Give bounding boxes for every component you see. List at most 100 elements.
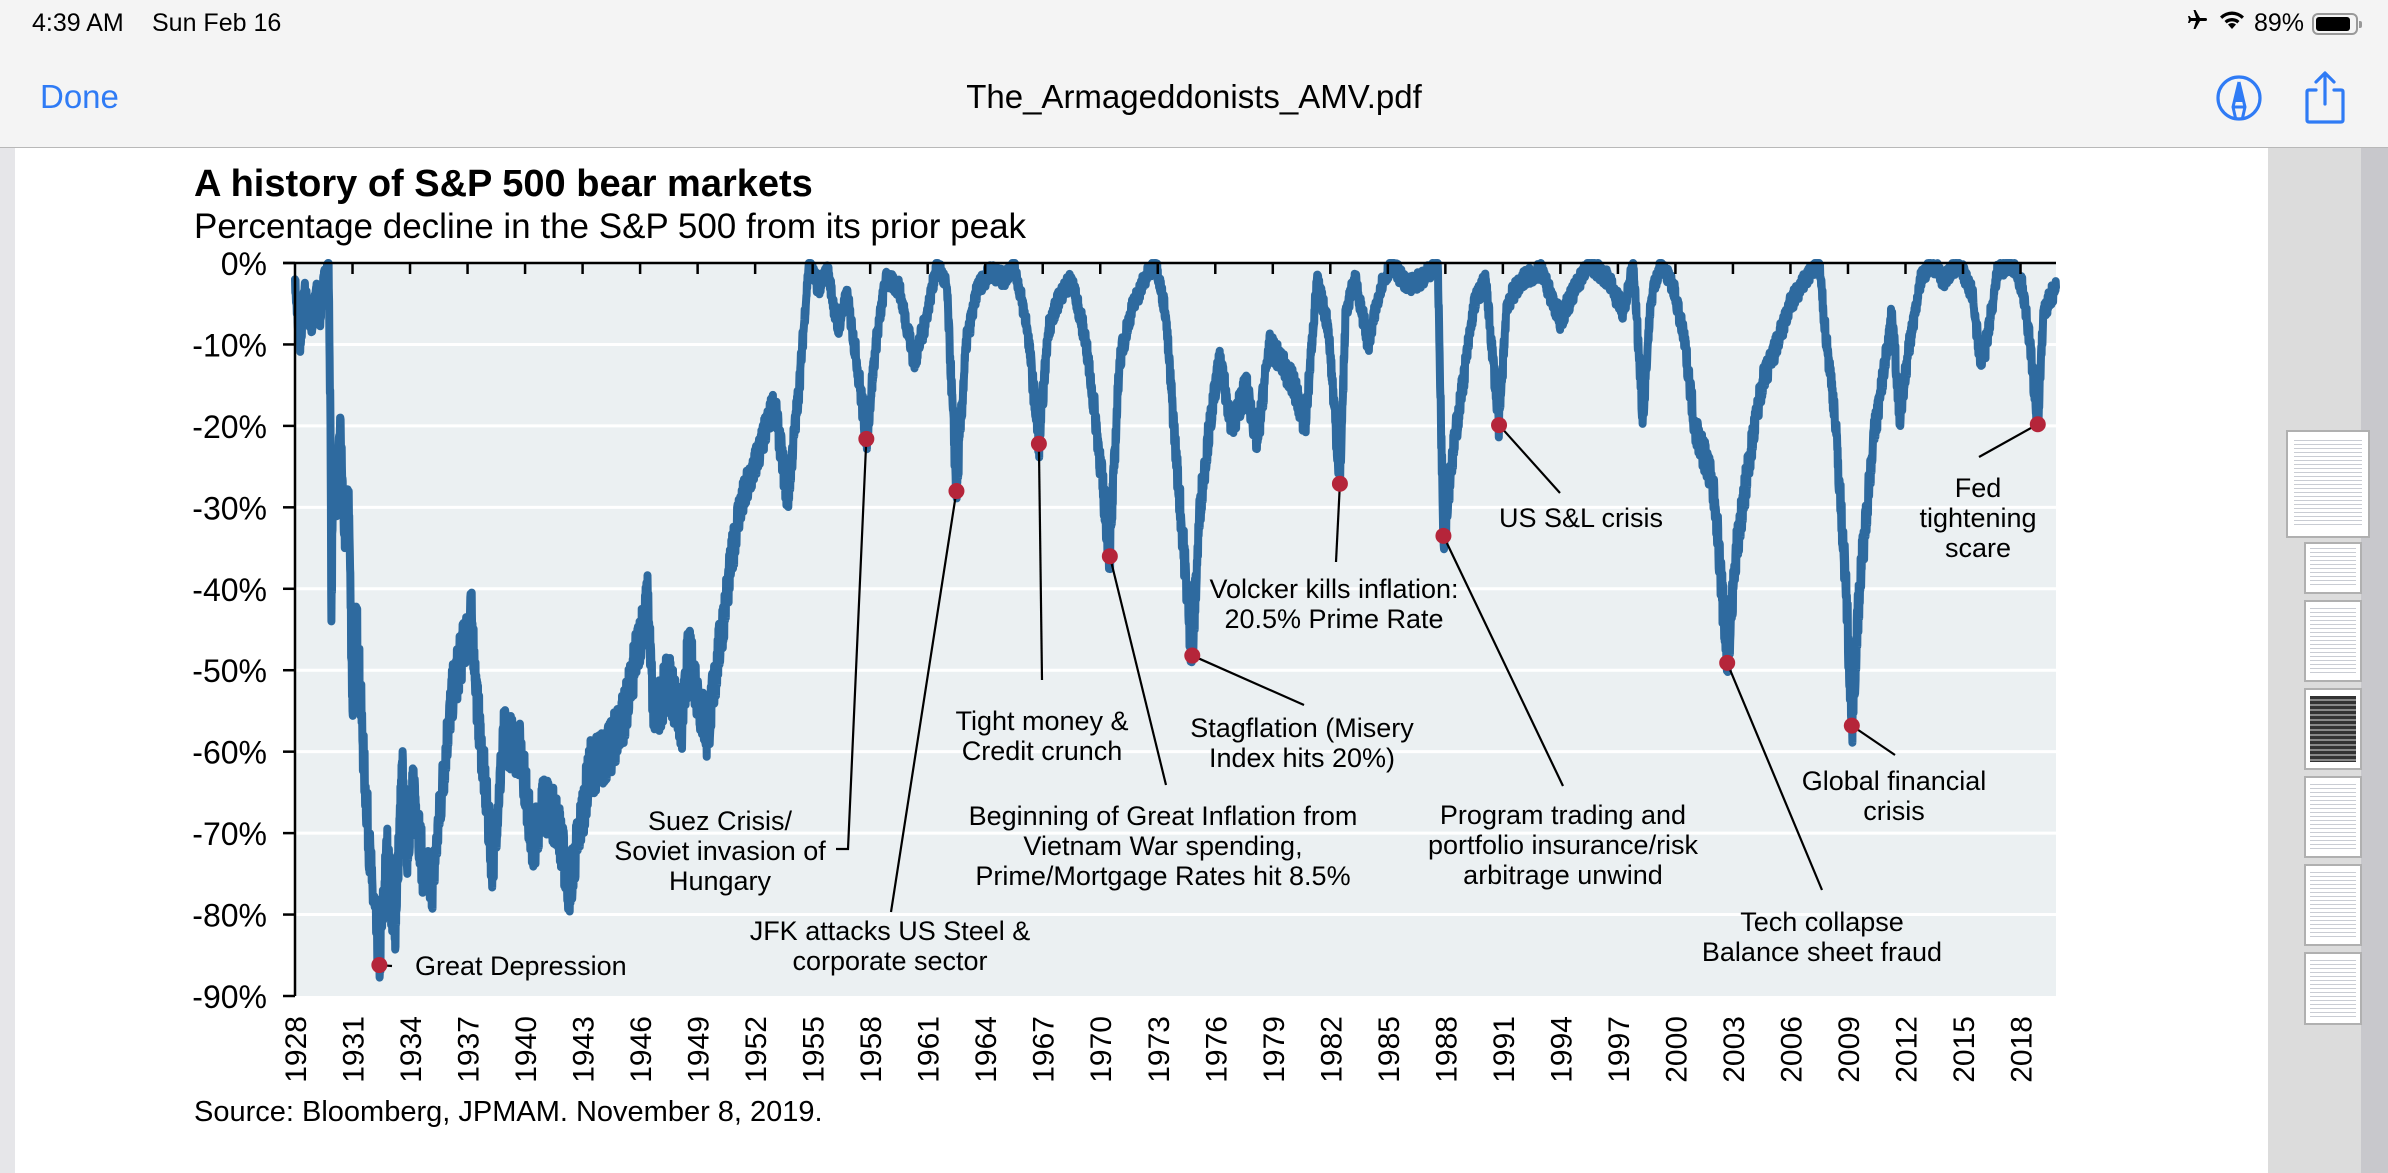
x-tick-label: 1982: [1315, 1016, 1348, 1083]
page-thumbnail[interactable]: [2304, 542, 2362, 594]
annotation-label-great-inflation: Beginning of Great Inflation from: [969, 801, 1358, 831]
drawdown-series-line: [291, 259, 2060, 982]
chart-source: Source: Bloomberg, JPMAM. November 8, 20…: [194, 1096, 823, 1128]
bear-market-trough-marker: [371, 957, 388, 974]
annotation-label-program-trading: arbitrage unwind: [1463, 860, 1663, 890]
x-tick-label: 2000: [1660, 1016, 1693, 1083]
x-tick-label: 1937: [453, 1016, 486, 1083]
y-tick-label: -60%: [192, 735, 267, 771]
y-tick-label: -10%: [192, 327, 267, 363]
annotation-label-sl-crisis: US S&L crisis: [1499, 503, 1663, 533]
x-tick-label: 1931: [338, 1016, 371, 1083]
y-tick-label: -50%: [192, 653, 267, 689]
x-tick-label: 1973: [1143, 1016, 1176, 1083]
axes: [283, 261, 2056, 998]
page-thumbnail[interactable]: [2304, 952, 2362, 1025]
y-tick-label: 0%: [221, 246, 267, 282]
page-thumbnail[interactable]: [2304, 688, 2362, 770]
annotation-label-fed: tightening: [1919, 503, 2036, 533]
annotation-label-fed: Fed: [1955, 473, 2002, 503]
annotation-label-stagflation: Stagflation (Misery: [1190, 713, 1414, 743]
x-tick-label: 1994: [1545, 1016, 1578, 1083]
x-tick-label: 2015: [1948, 1016, 1981, 1083]
y-tick-label: -80%: [192, 898, 267, 934]
x-tick-label: 1976: [1200, 1016, 1233, 1083]
annotation-label-great-inflation: Vietnam War spending,: [1023, 831, 1302, 861]
annotation-leader-stagflation: [1191, 654, 1305, 707]
chart-subtitle: Percentage decline in the S&P 500 from i…: [194, 207, 1027, 246]
y-tick-label: -90%: [192, 979, 267, 1015]
page-thumbnail[interactable]: [2286, 430, 2370, 538]
annotation-leader-tech-collapse: [1726, 662, 1824, 891]
markup-button[interactable]: [2214, 73, 2264, 123]
x-tick-label: 1985: [1373, 1016, 1406, 1083]
markup-pen-icon: [2216, 75, 2262, 121]
x-tick-label: 1979: [1258, 1016, 1291, 1083]
annotation-label-fed: scare: [1945, 533, 2011, 563]
x-tick-label: 2003: [1718, 1016, 1751, 1083]
x-tick-label: 1961: [913, 1016, 946, 1083]
x-tick-label: 2018: [2006, 1016, 2039, 1083]
annotation-label-stagflation: Index hits 20%): [1209, 743, 1395, 773]
page-thumbnail[interactable]: [2304, 776, 2362, 858]
x-tick-label: 2006: [1775, 1016, 1808, 1083]
airplane-mode-icon: [2184, 8, 2210, 39]
bear-market-trough-marker: [1331, 475, 1348, 492]
x-tick-label: 1946: [625, 1016, 658, 1083]
y-tick-label: -70%: [192, 816, 267, 852]
x-tick-label: 1970: [1085, 1016, 1118, 1083]
page-thumbnail[interactable]: [2304, 600, 2362, 682]
y-tick-label: -20%: [192, 409, 267, 445]
x-tick-label: 1997: [1603, 1016, 1636, 1083]
bear-market-trough-marker: [1030, 435, 1047, 452]
annotation-label-suez: Soviet invasion of: [614, 836, 826, 866]
annotation-label-program-trading: portfolio insurance/risk: [1428, 830, 1699, 860]
annotation-label-jfk: corporate sector: [792, 946, 987, 976]
annotation-label-jfk: JFK attacks US Steel &: [750, 916, 1031, 946]
annotation-leader-program-trading: [1442, 535, 1564, 787]
annotation-label-suez: Suez Crisis/: [648, 806, 793, 836]
x-tick-label: 1943: [568, 1016, 601, 1083]
bear-market-trough-marker: [1101, 548, 1118, 565]
drawdown-chart: 0% -10% -20% -30% -40% -50% -60% -70% -80% -90% 1…: [192, 246, 2060, 1083]
annotation-label-tech-collapse: Balance sheet fraud: [1702, 937, 1942, 967]
thumbnail-preview: [2294, 440, 2362, 528]
battery-icon: [2312, 12, 2362, 35]
x-tick-labels: 1928 1931 1934 1937 1940 1943 1946 1949 1952 1955…: [280, 1016, 2039, 1083]
annotation-label-great-depression: Great Depression: [415, 951, 627, 981]
annotation-label-great-inflation: Prime/Mortgage Rates hit 8.5%: [975, 861, 1350, 891]
annotation-label-gfc: Global financial: [1802, 766, 1987, 796]
annotation-leader-gfc: [1851, 724, 1896, 756]
status-time: 4:39 AM: [32, 9, 124, 37]
battery-percent: 89%: [2253, 9, 2304, 37]
y-tick-label: -30%: [192, 490, 267, 526]
annotation-leader-tight-money: [1037, 443, 1044, 681]
annotation-leader-lines: [379, 423, 2039, 968]
annotation-markers: [371, 416, 2046, 974]
thumbnail-preview: [2310, 608, 2356, 674]
x-tick-label: 1988: [1430, 1016, 1463, 1083]
bear-market-trough-marker: [1719, 654, 1736, 671]
bear-market-trough-marker: [2029, 416, 2046, 433]
bear-market-trough-marker: [1843, 717, 1860, 734]
thumbnail-preview: [2310, 959, 2356, 1018]
annotation-leader-sl-crisis: [1498, 424, 1561, 494]
annotation-label-volcker: Volcker kills inflation:: [1209, 574, 1458, 604]
bear-market-trough-marker: [1435, 527, 1452, 544]
x-tick-label: 1928: [280, 1016, 313, 1083]
series-group: [291, 259, 2060, 982]
x-tick-label: 1967: [1028, 1016, 1061, 1083]
annotation-label-tech-collapse: Tech collapse: [1740, 907, 1904, 937]
share-button[interactable]: [2300, 70, 2350, 126]
x-tick-label: 1991: [1488, 1016, 1521, 1083]
annotation-label-volcker: 20.5% Prime Rate: [1224, 604, 1443, 634]
annotation-label-suez: Hungary: [669, 866, 772, 896]
bear-market-trough-marker: [858, 430, 875, 447]
x-tick-label: 2012: [1890, 1016, 1923, 1083]
page-thumbnail-sidebar[interactable]: [2268, 148, 2388, 1173]
status-bar: 4:39 AM Sun Feb 16 89%: [0, 0, 2388, 48]
annotation-leader-great-inflation: [1108, 555, 1168, 786]
done-button[interactable]: Done: [40, 78, 119, 115]
page-thumbnail[interactable]: [2304, 864, 2362, 946]
x-tick-label: 1958: [855, 1016, 888, 1083]
